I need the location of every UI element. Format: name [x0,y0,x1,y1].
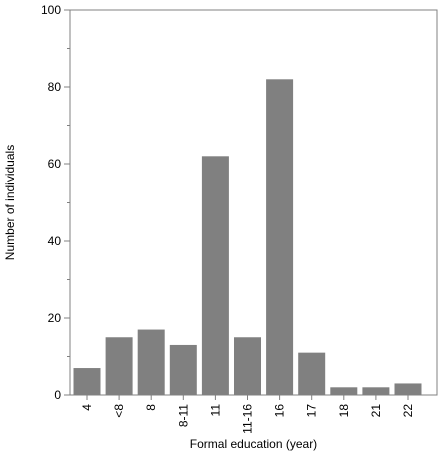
x-axis-label: Formal education (year) [190,437,317,451]
x-tick-label: 4 [80,404,94,411]
x-tick-label: 21 [369,404,383,418]
bar-8-11 [169,344,197,395]
x-tick-label: <8 [112,404,126,418]
y-axis-label: Number of individuals [3,145,17,260]
bar-11 [201,156,229,395]
bars-group [73,79,422,396]
x-tick-label: 16 [273,404,287,418]
x-tick-label: 18 [337,404,351,418]
x-tick-label: 8 [144,404,158,411]
bar-17 [298,352,326,395]
bar-<8 [105,337,133,395]
x-axis: 4 <8 8 8-11 11 11-16 16 17 18 21 22 [80,395,415,434]
bar-22 [394,383,422,395]
bar-16 [266,79,294,396]
bar-4 [73,368,101,395]
y-tick-label: 80 [48,80,62,94]
x-tick-label: 8-11 [176,404,190,427]
x-tick-label: 17 [305,404,319,418]
y-tick-label: 20 [48,311,62,325]
x-tick-label: 11-16 [241,404,255,434]
bar-11-16 [234,337,261,395]
bar-8 [137,329,165,395]
x-tick-label: 11 [208,404,222,417]
y-axis: 0 20 40 60 80 100 [41,3,70,402]
y-tick-label: 60 [48,157,62,171]
y-tick-label: 40 [48,234,62,248]
x-tick-label: 22 [401,404,415,418]
y-tick-label: 100 [41,3,61,17]
y-tick-label: 0 [54,388,61,402]
bar-21 [362,387,390,395]
bar-18 [330,387,358,395]
